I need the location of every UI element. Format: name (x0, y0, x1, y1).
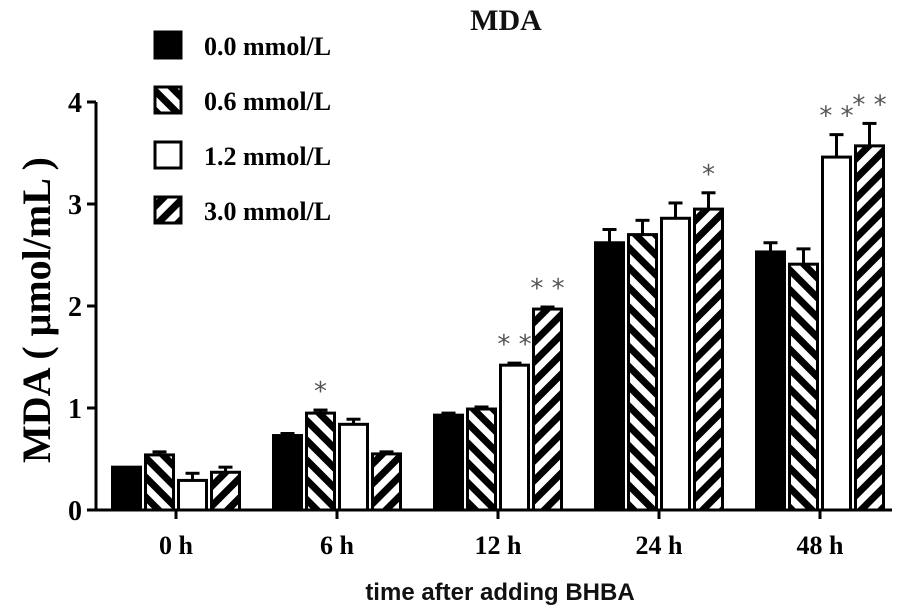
y-tick-label: 4 (68, 88, 82, 119)
bar (177, 478, 208, 512)
bar (788, 262, 819, 512)
legend-swatch (153, 140, 183, 170)
bar (466, 407, 497, 512)
bar (532, 307, 563, 512)
legend-label: 0.0 mmol/L (204, 32, 331, 61)
bar (371, 452, 402, 512)
significance-marker: * * (530, 274, 564, 304)
significance-marker: * (314, 377, 327, 407)
bar (660, 216, 691, 512)
bar (210, 470, 241, 512)
bar (272, 434, 303, 512)
bar (305, 411, 336, 512)
legend-swatch (153, 195, 183, 225)
bar (111, 465, 142, 512)
y-tick-label: 3 (68, 190, 82, 221)
bar (821, 155, 852, 512)
significance-marker: * * (852, 90, 886, 120)
bar (693, 207, 724, 512)
bar (854, 144, 885, 512)
x-tick-label: 0 h (159, 531, 194, 560)
bar (338, 422, 369, 512)
legend-label: 1.2 mmol/L (204, 142, 331, 171)
legend-swatch (153, 85, 183, 115)
bar (627, 233, 658, 512)
x-axis-label: time after adding BHBA (365, 579, 634, 606)
y-axis: 0 1 2 3 4 (68, 88, 98, 527)
x-tick-label: 48 h (797, 531, 845, 560)
legend-label: 3.0 mmol/L (204, 197, 331, 226)
x-tick-label: 24 h (636, 531, 684, 560)
y-axis-label: MDA ( μmol/mL ) (14, 157, 59, 463)
bar (594, 241, 625, 512)
legend-swatch (153, 30, 183, 60)
significance-marker: * (702, 160, 715, 190)
chart-title: MDA (470, 4, 542, 37)
x-axis: 0 h 6 h 12 h 24 h 48 h (96, 508, 892, 560)
bar (499, 363, 530, 512)
significance-marker: * * (819, 102, 853, 132)
legend: 0.0 mmol/L 0.6 mmol/L 1.2 mmol/L 3.0 mmol/L (153, 30, 331, 226)
significance-marker: * * (497, 330, 531, 360)
x-tick-label: 12 h (475, 531, 523, 560)
bar (755, 250, 786, 512)
bar (144, 453, 175, 512)
y-tick-label: 0 (68, 496, 82, 527)
legend-label: 0.6 mmol/L (204, 87, 331, 116)
bar (433, 413, 464, 512)
x-tick-label: 6 h (320, 531, 355, 560)
y-tick-label: 1 (68, 394, 82, 425)
y-tick-label: 2 (68, 292, 82, 323)
